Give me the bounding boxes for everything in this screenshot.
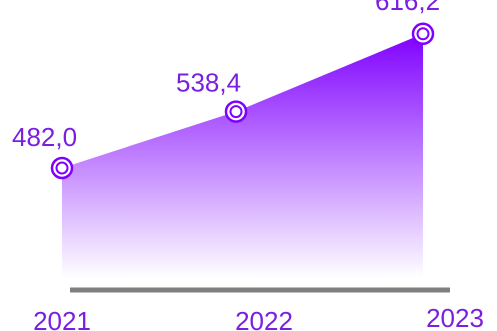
data-point-marker (411, 22, 435, 46)
data-label-2021: 482,0 (12, 122, 77, 152)
data-label-2022: 538,4 (176, 68, 241, 98)
data-label-2023: 616,2 (375, 0, 440, 16)
data-point-marker-inner (55, 161, 69, 175)
x-tick-label-2022: 2022 (235, 306, 293, 331)
data-point-marker (50, 156, 74, 180)
data-point-marker (224, 100, 248, 123)
data-point-marker-inner (416, 27, 430, 41)
area-fill (62, 33, 423, 278)
x-tick-label-2021: 2021 (33, 306, 91, 331)
data-point-marker-inner (229, 105, 243, 119)
x-tick-label-2023: 2023 (426, 303, 484, 331)
